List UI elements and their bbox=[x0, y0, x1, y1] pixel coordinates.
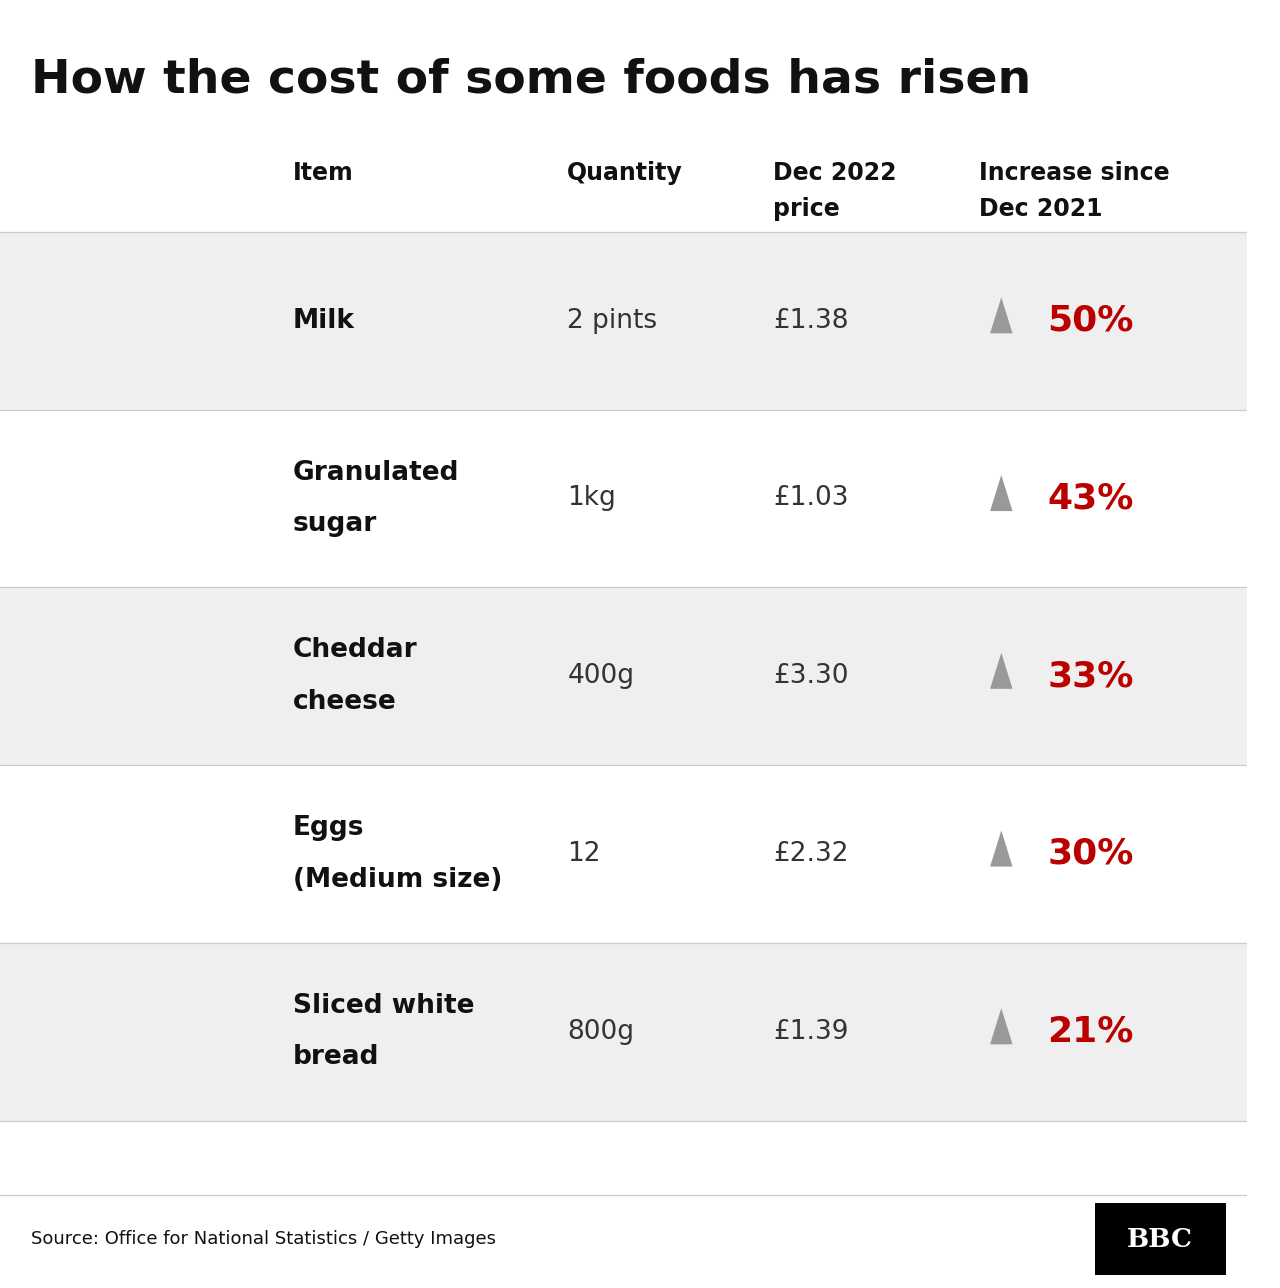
Text: £1.03: £1.03 bbox=[773, 486, 849, 511]
Text: 33%: 33% bbox=[1047, 659, 1134, 693]
Text: £1.39: £1.39 bbox=[773, 1019, 849, 1045]
Polygon shape bbox=[989, 831, 1012, 867]
Text: 43%: 43% bbox=[1047, 482, 1134, 515]
Text: 2 pints: 2 pints bbox=[567, 308, 658, 334]
Text: £1.38: £1.38 bbox=[773, 308, 849, 334]
Bar bbox=[1094, 1203, 1226, 1275]
Text: 1kg: 1kg bbox=[567, 486, 616, 511]
Text: How the cost of some foods has risen: How the cost of some foods has risen bbox=[31, 58, 1032, 103]
Text: Source: Office for National Statistics / Getty Images: Source: Office for National Statistics /… bbox=[31, 1230, 497, 1248]
Bar bbox=[0, 943, 1247, 1121]
Text: 50%: 50% bbox=[1047, 304, 1134, 337]
Bar bbox=[0, 232, 1247, 410]
Text: Item: Item bbox=[293, 161, 353, 185]
Bar bbox=[0, 410, 1247, 587]
Text: Sliced white: Sliced white bbox=[293, 993, 475, 1019]
Text: Cheddar: Cheddar bbox=[293, 638, 417, 663]
Text: 30%: 30% bbox=[1047, 837, 1134, 871]
Text: Dec 2021: Dec 2021 bbox=[979, 197, 1102, 222]
Text: sugar: sugar bbox=[293, 511, 378, 537]
Text: 400g: 400g bbox=[567, 663, 635, 689]
Text: Dec 2022: Dec 2022 bbox=[773, 161, 896, 185]
Polygon shape bbox=[989, 475, 1012, 511]
Text: 800g: 800g bbox=[567, 1019, 635, 1045]
Text: price: price bbox=[773, 197, 840, 222]
Text: BBC: BBC bbox=[1128, 1226, 1193, 1252]
Text: Quantity: Quantity bbox=[567, 161, 684, 185]
Text: Increase since: Increase since bbox=[979, 161, 1170, 185]
Text: Granulated: Granulated bbox=[293, 460, 460, 486]
Text: 21%: 21% bbox=[1047, 1015, 1134, 1048]
Text: £3.30: £3.30 bbox=[773, 663, 849, 689]
Text: £2.32: £2.32 bbox=[773, 841, 849, 867]
Polygon shape bbox=[989, 653, 1012, 689]
Bar bbox=[0, 587, 1247, 765]
Bar bbox=[0, 765, 1247, 943]
Text: bread: bread bbox=[293, 1045, 380, 1070]
Text: Eggs: Eggs bbox=[293, 815, 365, 841]
Polygon shape bbox=[989, 298, 1012, 334]
Text: 12: 12 bbox=[567, 841, 600, 867]
Text: Milk: Milk bbox=[293, 308, 355, 334]
Polygon shape bbox=[989, 1009, 1012, 1045]
Text: cheese: cheese bbox=[293, 689, 397, 715]
Text: (Medium size): (Medium size) bbox=[293, 867, 503, 893]
